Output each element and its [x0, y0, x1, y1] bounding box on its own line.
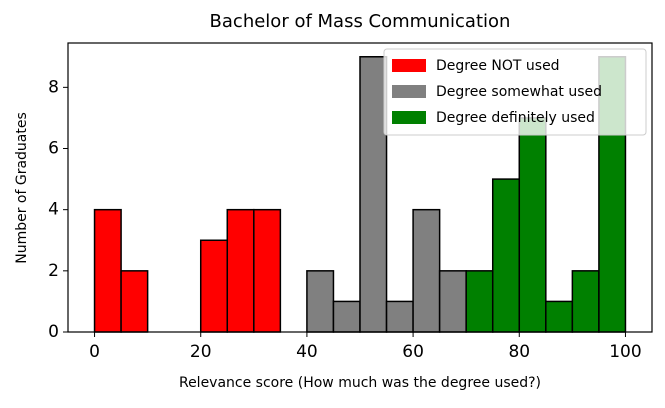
bar [253, 208, 282, 333]
bar [120, 270, 149, 333]
x-tick-label: 60 [402, 342, 424, 362]
y-tick-label: 6 [48, 139, 59, 159]
x-tick-label: 0 [89, 342, 100, 362]
y-tick-label: 8 [48, 77, 59, 97]
legend-box [383, 48, 647, 136]
legend-swatch [392, 59, 426, 72]
legend-label: Degree somewhat used [436, 84, 602, 100]
bar [571, 270, 600, 333]
legend-swatch [392, 85, 426, 98]
legend-swatch [392, 111, 426, 124]
bar [438, 270, 467, 333]
plot-frame [67, 42, 653, 333]
bar [199, 239, 229, 333]
y-tick-label: 2 [48, 261, 59, 281]
bar [412, 208, 441, 333]
x-tick-label: 100 [609, 342, 641, 362]
chart-title: Bachelor of Mass Communication [210, 11, 511, 32]
bar [545, 300, 574, 333]
bar [518, 117, 547, 333]
x-tick-label: 40 [296, 342, 318, 362]
y-tick-label: 0 [48, 322, 59, 342]
bar [332, 300, 361, 333]
x-tick-label: 20 [190, 342, 212, 362]
bar [385, 300, 414, 333]
bar [359, 56, 388, 333]
bar [306, 270, 335, 333]
y-tick-label: 4 [48, 200, 59, 220]
bar [465, 270, 494, 333]
legend-label: Degree NOT used [436, 58, 560, 74]
bar [93, 208, 122, 333]
legend-label: Degree definitely used [436, 110, 595, 126]
bar [226, 208, 255, 333]
legend: Degree NOT used Degree somewhat used Degre… [383, 48, 647, 136]
x-tick-label: 80 [508, 342, 530, 362]
bar [491, 178, 521, 333]
y-axis-label: Number of Graduates [14, 112, 30, 264]
x-axis-label: Relevance score (How much was the degree… [179, 375, 541, 391]
